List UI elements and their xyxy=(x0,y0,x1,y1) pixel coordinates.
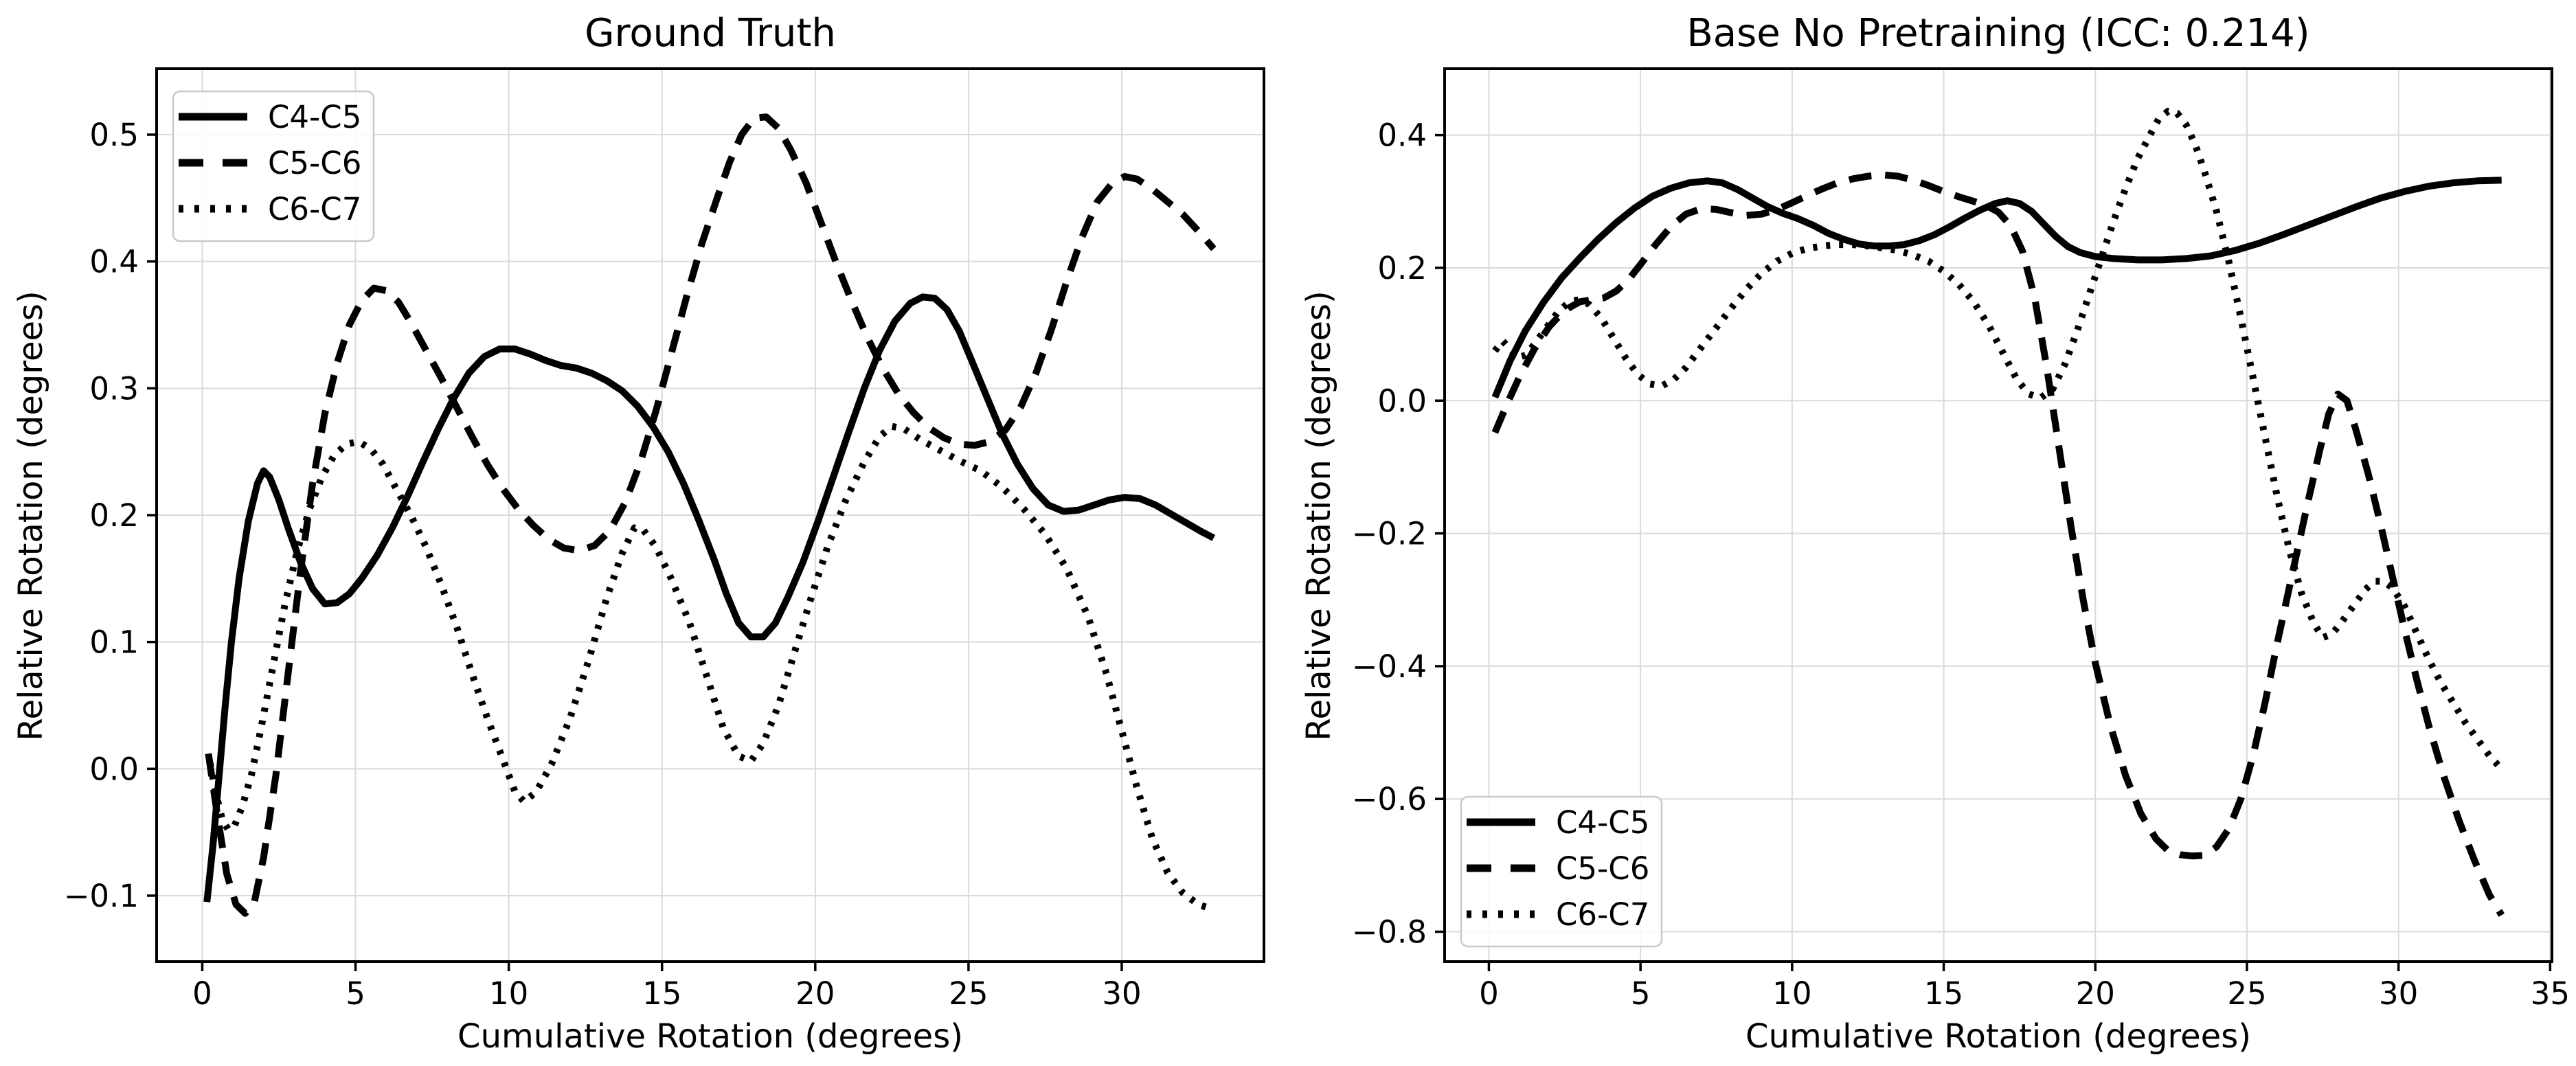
legend-label-c4-c5: C4-C5 xyxy=(268,99,361,135)
x-tick-label-25: 25 xyxy=(949,975,988,1012)
y-tick-label-0.3: 0.3 xyxy=(89,370,139,407)
y-tick-label--0.4: −0.4 xyxy=(1352,648,1427,685)
panel-base-no-pretraining: 0 5 10 15 20 25 30 35 0.4 0.2 0.0 −0.2 −0.4 −0.6 −0.8 C… xyxy=(1288,0,2576,1066)
x-tick-label-35: 35 xyxy=(2531,975,2570,1012)
y-tick-label-0.4: 0.4 xyxy=(89,244,139,280)
series-line-c4-c5 xyxy=(1491,177,2502,399)
page-title-ground-truth: Ground Truth xyxy=(585,11,836,56)
x-tick-label-5: 5 xyxy=(346,975,365,1012)
legend-label-c4-c5: C4-C5 xyxy=(1556,804,1649,841)
x-tick-label-20: 20 xyxy=(2076,975,2115,1012)
chart-base-no-pretraining: 0 5 10 15 20 25 30 35 0.4 0.2 0.0 −0.2 −0.4 −0.6 −0.8 C… xyxy=(1352,67,2570,1012)
x-tick-label-20: 20 xyxy=(795,975,835,1012)
y-tick-label-0.4: 0.4 xyxy=(1377,117,1427,154)
y-axis-label-ground-truth: Relative Rotation (degrees) xyxy=(12,291,50,741)
series-line-c6-c7 xyxy=(206,422,1215,914)
series-line-c5-c6 xyxy=(205,113,1217,917)
y-tick-label--0.8: −0.8 xyxy=(1352,914,1427,951)
y-tick-label-0.2: 0.2 xyxy=(89,497,139,534)
x-tick-label-0: 0 xyxy=(1479,975,1499,1012)
x-tick-label-30: 30 xyxy=(2379,975,2418,1012)
y-tick-label-0: 0.0 xyxy=(1377,383,1427,419)
panel-ground-truth: 0 5 10 15 20 25 30 0.5 0.4 0.3 0.2 0.1 0.0 −0.1 C4-C5 C… xyxy=(12,11,1265,1056)
legend-label-c6-c7: C6-C7 xyxy=(268,191,361,227)
y-tick-label-0: 0.0 xyxy=(89,751,139,787)
x-tick-label-15: 15 xyxy=(642,975,681,1012)
x-tick-label-10: 10 xyxy=(489,975,528,1012)
y-tick-label-0.1: 0.1 xyxy=(89,624,139,661)
axis-ticks: 0 5 10 15 20 25 30 0.5 0.4 0.3 0.2 0.1 0.0 −0.1 xyxy=(64,117,1142,1012)
y-tick-label--0.2: −0.2 xyxy=(1352,516,1427,552)
y-tick-label--0.1: −0.1 xyxy=(64,878,139,914)
x-axis-label-ground-truth: Cumulative Rotation (degrees) xyxy=(457,1017,963,1056)
x-tick-label-30: 30 xyxy=(1102,975,1141,1012)
y-tick-label-0.5: 0.5 xyxy=(89,117,139,153)
x-axis-label-base-no-pretraining: Cumulative Rotation (degrees) xyxy=(1745,1017,2251,1056)
series-line-c5-c6 xyxy=(1491,171,2505,917)
plot-border xyxy=(1443,67,2553,963)
legend-frame xyxy=(1460,795,1663,948)
legend-label-c5-c6: C5-C6 xyxy=(268,145,361,181)
y-tick-label-0.2: 0.2 xyxy=(1377,250,1427,286)
legend: C4-C5 C5-C6 C6-C7 xyxy=(1460,795,1663,948)
chart-ground-truth: 0 5 10 15 20 25 300.50.40.30.20.10.0−0.1C4-C5C… xyxy=(64,67,1265,1012)
series-line-c4-c5 xyxy=(203,293,1216,903)
axis-ticks: 0 5 10 15 20 25 30 35 0.4 0.2 0.0 −0.2 −0.4 −0.6 −0.8 xyxy=(1352,117,2570,1012)
y-axis-label-base-no-pretraining: Relative Rotation (degrees) xyxy=(1300,291,1338,741)
legend-label-c6-c7: C6-C7 xyxy=(1556,896,1649,933)
x-tick-label-10: 10 xyxy=(1772,975,1811,1012)
y-tick-label--0.6: −0.6 xyxy=(1352,781,1427,817)
legend-frame xyxy=(172,90,375,242)
legend-label-c5-c6: C5-C6 xyxy=(1556,850,1649,887)
series-line-c6-c7 xyxy=(1492,107,2501,769)
x-tick-label-25: 25 xyxy=(2227,975,2266,1012)
page-title-base-no-pretraining: Base No Pretraining (ICC: 0.214) xyxy=(1686,11,2310,56)
legend: C4-C5 C5-C6 C6-C7 xyxy=(172,90,375,242)
x-tick-label-0: 0 xyxy=(192,975,212,1012)
gridlines xyxy=(157,69,1264,962)
x-tick-label-5: 5 xyxy=(1631,975,1651,1012)
x-tick-label-15: 15 xyxy=(1924,975,1963,1012)
